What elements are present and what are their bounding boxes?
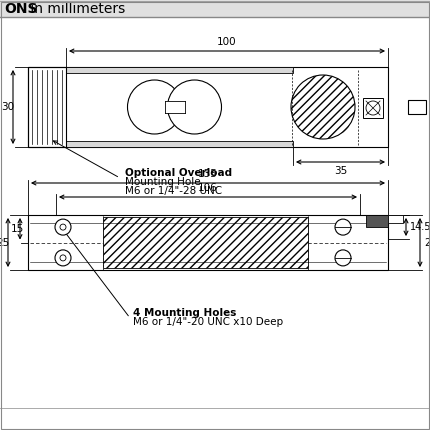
Text: 25: 25: [0, 237, 9, 248]
Text: ONS: ONS: [4, 2, 37, 16]
Text: Optional Overload: Optional Overload: [125, 168, 232, 178]
Text: 15: 15: [10, 224, 24, 234]
Text: M6 or 1/4"-20 UNC x10 Deep: M6 or 1/4"-20 UNC x10 Deep: [133, 317, 283, 327]
Text: Mounting Hole: Mounting Hole: [125, 177, 201, 187]
Bar: [366, 215, 388, 227]
Text: 4 Mounting Holes: 4 Mounting Holes: [133, 308, 237, 318]
Text: 135: 135: [198, 169, 218, 179]
Text: 35: 35: [334, 166, 347, 176]
Bar: [363, 98, 383, 118]
Text: 106: 106: [198, 183, 218, 193]
Text: 27.7: 27.7: [424, 237, 430, 248]
Circle shape: [366, 101, 380, 115]
Bar: [388, 215, 403, 223]
Text: M6 or 1/4"-28 UNC: M6 or 1/4"-28 UNC: [125, 186, 222, 196]
Bar: [28, 67, 388, 147]
Bar: [103, 217, 308, 268]
Bar: [66, 67, 293, 73]
Bar: [0, 0, 430, 17]
Bar: [28, 67, 66, 147]
Circle shape: [291, 75, 355, 139]
Circle shape: [55, 250, 71, 266]
Bar: [165, 101, 184, 113]
Circle shape: [168, 80, 221, 134]
Bar: [28, 215, 388, 270]
Bar: [408, 100, 426, 114]
Circle shape: [60, 224, 66, 230]
Circle shape: [60, 255, 66, 261]
Circle shape: [55, 219, 71, 235]
Circle shape: [335, 219, 351, 235]
Text: 14.5: 14.5: [410, 222, 430, 232]
Circle shape: [335, 250, 351, 266]
Circle shape: [128, 80, 181, 134]
Text: 100: 100: [217, 37, 237, 47]
Text: 30: 30: [1, 102, 15, 112]
Text: in millimeters: in millimeters: [26, 2, 125, 16]
Bar: [66, 141, 293, 147]
